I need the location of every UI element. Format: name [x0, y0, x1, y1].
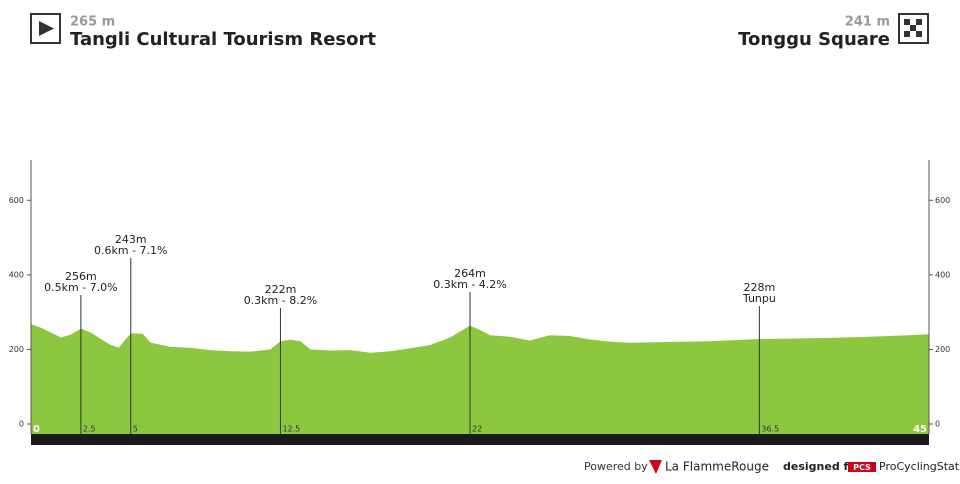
finish-elevation: 241 m [845, 15, 890, 30]
brand: La FlammeRouge [665, 460, 769, 474]
x-tick-label: 5 [133, 425, 138, 434]
x-tick-label: 22 [472, 425, 482, 434]
start-name: Tangli Cultural Tourism Resort [70, 29, 376, 50]
brand-logo [649, 460, 662, 474]
distance-bar [31, 434, 929, 445]
finish-icon [898, 13, 929, 44]
y-tick-label: 400 [935, 270, 950, 279]
y-tick-label: 0 [19, 420, 24, 429]
finish-flag [904, 19, 922, 37]
x-tick-label: 45 [913, 424, 927, 435]
finish-name: Tonggu Square [738, 29, 890, 50]
start-icon [30, 13, 61, 44]
marker-elevation: 228m [744, 281, 776, 294]
designed-for: designed for [783, 460, 862, 473]
y-tick-label: 200 [9, 345, 24, 354]
marker-detail: 0.5km - 7.0% [44, 281, 118, 294]
marker-detail: 0.3km - 4.2% [433, 278, 507, 291]
y-tick-label: 200 [935, 345, 950, 354]
marker-elevation: 256m [65, 270, 97, 283]
x-tick-label: 0 [33, 424, 40, 435]
start-arrow [39, 21, 54, 36]
y-tick-label: 600 [935, 196, 950, 205]
x-tick-label: 36.5 [761, 425, 779, 434]
y-tick-label: 600 [9, 196, 24, 205]
y-tick-label: 400 [9, 270, 24, 279]
marker-elevation: 222m [265, 283, 297, 296]
marker-detail: 0.6km - 7.1% [94, 244, 168, 257]
pcs-logo-box [848, 462, 876, 472]
x-tick-label: 2.5 [83, 425, 96, 434]
pcs-logo: PCS [853, 463, 871, 472]
marker-detail: Tunpu [742, 292, 776, 305]
start-elevation: 265 m [70, 15, 115, 30]
powered-by: Powered by [584, 460, 648, 473]
x-tick-label: 12.5 [282, 425, 300, 434]
marker-detail: 0.3km - 8.2% [244, 294, 318, 307]
marker-elevation: 243m [115, 233, 147, 246]
marker-elevation: 264m [454, 267, 486, 280]
pcs: ProCyclingStats [879, 460, 960, 473]
elevation-area [31, 324, 929, 434]
y-tick-label: 0 [935, 420, 940, 429]
